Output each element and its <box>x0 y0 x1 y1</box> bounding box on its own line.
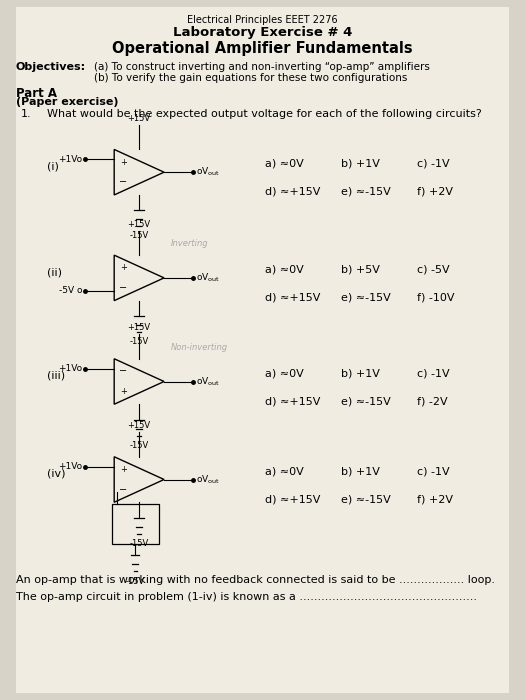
Text: (iv): (iv) <box>47 469 66 479</box>
Text: e) ≈-15V: e) ≈-15V <box>341 396 391 406</box>
Text: -15V: -15V <box>130 539 149 547</box>
Text: What would be the expected output voltage for each of the following circuits?: What would be the expected output voltag… <box>47 109 482 119</box>
Bar <box>112 504 159 545</box>
Text: +15V: +15V <box>128 421 151 430</box>
Text: +15V: +15V <box>128 220 151 228</box>
Text: b) +1V: b) +1V <box>341 159 380 169</box>
Text: (ii): (ii) <box>47 267 62 277</box>
Text: c) -5V: c) -5V <box>417 265 450 274</box>
Text: a) ≈0V: a) ≈0V <box>265 159 304 169</box>
Text: (iii): (iii) <box>47 371 66 381</box>
Text: +15V: +15V <box>128 114 151 123</box>
Text: oV$_{\rm out}$: oV$_{\rm out}$ <box>195 473 219 486</box>
Text: +15V: +15V <box>128 323 151 332</box>
Text: Laboratory Exercise # 4: Laboratory Exercise # 4 <box>173 26 352 39</box>
Text: f) +2V: f) +2V <box>417 187 454 197</box>
Text: Part A: Part A <box>16 87 57 100</box>
Text: −: − <box>119 177 127 187</box>
Text: Inverting: Inverting <box>171 239 208 248</box>
Text: −: − <box>119 484 127 494</box>
Text: Operational Amplifier Fundamentals: Operational Amplifier Fundamentals <box>112 41 413 55</box>
Text: The op-amp circuit in problem (1-iv) is known as a .............................: The op-amp circuit in problem (1-iv) is … <box>16 592 477 601</box>
Text: e) ≈-15V: e) ≈-15V <box>341 293 391 302</box>
Text: +1Vo: +1Vo <box>59 155 83 164</box>
Text: Objectives:: Objectives: <box>16 62 86 71</box>
Text: +1Vo: +1Vo <box>59 364 83 373</box>
Text: 1.: 1. <box>21 109 32 119</box>
Text: f) -10V: f) -10V <box>417 293 455 302</box>
Text: Electrical Principles EEET 2276: Electrical Principles EEET 2276 <box>187 15 338 25</box>
Text: oV$_{\rm out}$: oV$_{\rm out}$ <box>195 272 219 284</box>
Text: (Paper exercise): (Paper exercise) <box>16 97 118 107</box>
Text: Non-inverting: Non-inverting <box>171 343 228 352</box>
Text: b) +5V: b) +5V <box>341 265 380 274</box>
Text: oV$_{\rm out}$: oV$_{\rm out}$ <box>195 375 219 388</box>
Text: An op-amp that is working with no feedback connected is said to be .............: An op-amp that is working with no feedba… <box>16 575 495 585</box>
Text: a) ≈0V: a) ≈0V <box>265 368 304 378</box>
Text: -5V o: -5V o <box>59 286 83 295</box>
Text: +: + <box>120 465 127 474</box>
Text: -15V: -15V <box>130 231 149 240</box>
FancyBboxPatch shape <box>16 7 509 693</box>
Text: −: − <box>119 283 127 293</box>
Text: e) ≈-15V: e) ≈-15V <box>341 187 391 197</box>
Text: a) ≈0V: a) ≈0V <box>265 265 304 274</box>
Text: f) -2V: f) -2V <box>417 396 448 406</box>
Text: e) ≈-15V: e) ≈-15V <box>341 494 391 504</box>
Text: f) +2V: f) +2V <box>417 494 454 504</box>
Text: a) ≈0V: a) ≈0V <box>265 466 304 476</box>
Text: -15V: -15V <box>125 577 145 586</box>
Text: (b) To verify the gain equations for these two configurations: (b) To verify the gain equations for the… <box>94 73 408 83</box>
Text: +: + <box>120 158 127 167</box>
Text: +: + <box>120 263 127 272</box>
Text: d) ≈+15V: d) ≈+15V <box>265 293 320 302</box>
Text: c) -1V: c) -1V <box>417 368 450 378</box>
Text: -15V: -15V <box>130 337 149 346</box>
Text: oV$_{\rm out}$: oV$_{\rm out}$ <box>195 166 219 179</box>
Text: d) ≈+15V: d) ≈+15V <box>265 396 320 406</box>
Text: (a) To construct inverting and non-inverting “op-amp” amplifiers: (a) To construct inverting and non-inver… <box>94 62 430 71</box>
Text: −: − <box>119 367 127 377</box>
Text: b) +1V: b) +1V <box>341 466 380 476</box>
Text: +1Vo: +1Vo <box>59 462 83 471</box>
Text: d) ≈+15V: d) ≈+15V <box>265 494 320 504</box>
Text: c) -1V: c) -1V <box>417 466 450 476</box>
Text: d) ≈+15V: d) ≈+15V <box>265 187 320 197</box>
Text: b) +1V: b) +1V <box>341 368 380 378</box>
Text: +: + <box>120 387 127 396</box>
Text: -15V: -15V <box>130 441 149 449</box>
Text: c) -1V: c) -1V <box>417 159 450 169</box>
Text: (i): (i) <box>47 162 59 172</box>
